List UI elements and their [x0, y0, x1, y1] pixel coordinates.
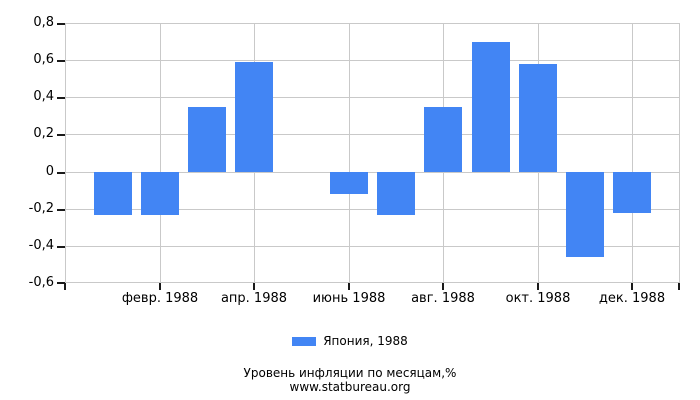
gridline-vertical: [349, 23, 350, 283]
gridline-horizontal: [65, 97, 680, 98]
plot-area: [65, 23, 680, 283]
gridline-horizontal: [65, 209, 680, 210]
x-axis-tick: [631, 283, 633, 290]
gridline-horizontal: [65, 134, 680, 135]
x-axis-tick: [678, 283, 680, 290]
bar-июнь 1988: [330, 172, 368, 194]
x-axis-tick: [159, 283, 161, 290]
x-axis-label: дек. 1988: [598, 291, 666, 306]
plot-border-left: [65, 23, 66, 283]
x-axis-label: апр. 1988: [220, 291, 288, 306]
bar-июль 1988: [377, 172, 415, 215]
y-axis-label: 0,2: [33, 126, 54, 142]
gridline-horizontal: [65, 246, 680, 247]
plot-border-right: [679, 23, 680, 283]
bar-окт. 1988: [519, 64, 557, 172]
x-axis-label: окт. 1988: [505, 291, 571, 306]
gridline-horizontal: [65, 23, 680, 24]
chart-subtitle: Уровень инфляции по месяцам,%: [243, 366, 457, 380]
x-axis-tick: [442, 283, 444, 290]
legend: Япония, 1988: [0, 334, 700, 348]
y-axis-label: 0,4: [33, 89, 54, 105]
y-axis-label: -0,2: [28, 200, 54, 216]
bar-дек. 1988: [613, 172, 651, 213]
y-axis-tick: [57, 96, 65, 99]
y-axis-tick: [57, 208, 65, 211]
y-axis-tick: [57, 171, 65, 174]
x-axis-tick: [348, 283, 350, 290]
gridline-horizontal: [65, 60, 680, 61]
y-axis-tick: [57, 133, 65, 136]
y-axis-label: 0,6: [33, 52, 54, 68]
x-axis-tick: [253, 283, 255, 290]
gridline-vertical: [160, 23, 161, 283]
y-axis-label: -0,4: [28, 237, 54, 253]
legend-swatch: [292, 336, 317, 346]
bar-сент. 1988: [472, 42, 510, 172]
x-axis-label: февр. 1988: [121, 291, 199, 306]
bar-февр. 1988: [141, 172, 179, 215]
y-axis-label: 0: [45, 163, 54, 179]
attribution-text: www.statbureau.org: [289, 380, 411, 394]
gridline-horizontal: [65, 282, 680, 283]
gridline-vertical: [632, 23, 633, 283]
bar-нояб. 1988: [566, 172, 604, 257]
x-axis-label: июнь 1988: [312, 291, 386, 306]
y-axis-label: -0,6: [28, 275, 54, 290]
legend-label: Япония, 1988: [323, 334, 408, 348]
bar-апр. 1988: [235, 62, 273, 172]
chart-footer: Уровень инфляции по месяцам,% www.statbu…: [0, 366, 700, 394]
y-axis-tick: [57, 245, 65, 248]
bar-март 1988: [188, 107, 226, 172]
bar-авг. 1988: [424, 107, 462, 172]
y-axis-label: 0,8: [33, 15, 54, 30]
x-axis-tick: [537, 283, 539, 290]
y-axis-tick: [57, 22, 65, 25]
bar-янв. 1988: [94, 172, 132, 215]
gridline-horizontal: [65, 172, 680, 173]
y-axis-tick: [57, 281, 65, 284]
x-axis-label: авг. 1988: [411, 291, 475, 306]
x-axis-tick: [64, 283, 66, 290]
y-axis-tick: [57, 59, 65, 62]
